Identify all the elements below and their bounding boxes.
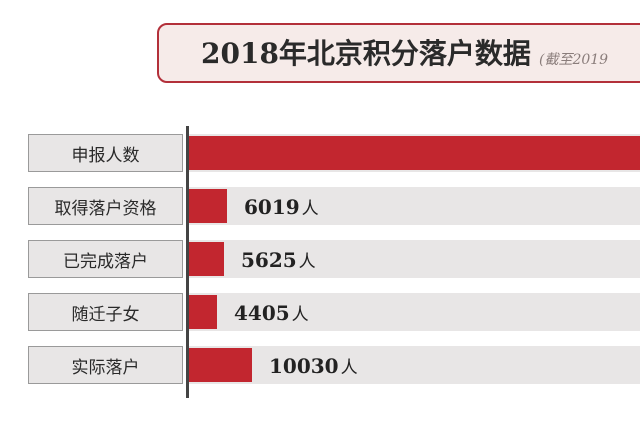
bar [189, 189, 227, 223]
value-unit: 人 [301, 199, 319, 219]
value-number: 10030 [269, 354, 339, 378]
bar [189, 136, 640, 170]
category-label: 取得落户资格 [28, 187, 183, 225]
chart-title-box: 2018年北京积分落户数据 (截至2019 [157, 23, 640, 83]
y-axis-line [186, 126, 189, 398]
bar-track [189, 346, 640, 384]
chart-title: 2018年北京积分落户数据 [201, 37, 531, 70]
value-unit: 人 [298, 252, 316, 272]
value-label: 6019 人 [244, 194, 319, 219]
bar [189, 295, 217, 329]
bar-track [189, 240, 640, 278]
value-number: 6019 [244, 195, 300, 219]
category-label: 实际落户 [28, 346, 183, 384]
bar-track [189, 187, 640, 225]
value-number: 5625 [241, 248, 297, 272]
value-label: 5625 人 [241, 247, 316, 272]
bar [189, 242, 224, 276]
category-label: 随迁子女 [28, 293, 183, 331]
bar [189, 348, 252, 382]
category-label: 申报人数 [28, 134, 183, 172]
value-unit: 人 [340, 358, 358, 378]
value-label: 4405 人 [234, 300, 309, 325]
value-label: 10030 人 [269, 353, 358, 378]
value-unit: 人 [291, 305, 309, 325]
category-label: 已完成落户 [28, 240, 183, 278]
chart-subtitle: (截至2019 [539, 52, 609, 68]
bar-track [189, 293, 640, 331]
value-number: 4405 [234, 301, 290, 325]
